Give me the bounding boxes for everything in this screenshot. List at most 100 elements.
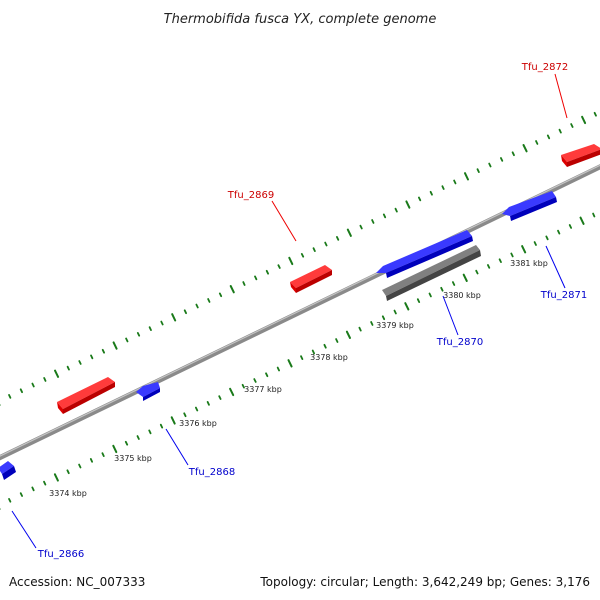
upper-tick-mark — [19, 388, 24, 394]
gene-block-tfu-2872[interactable] — [561, 144, 600, 167]
upper-tick-mark — [54, 369, 60, 378]
upper-tick-mark — [265, 269, 270, 275]
lower-tick-mark — [381, 315, 386, 321]
gene-block-tfu-2869[interactable] — [290, 265, 332, 293]
gene-label-tfu-2869[interactable]: Tfu_2869 — [227, 190, 274, 201]
lower-tick-mark — [78, 463, 82, 469]
upper-tick-mark — [171, 313, 177, 322]
upper-tick-mark — [148, 326, 152, 332]
upper-tick-mark — [476, 168, 480, 174]
lower-tick-mark — [533, 241, 537, 246]
upper-tick-mark — [229, 285, 235, 294]
upper-tick-mark — [195, 303, 199, 309]
upper-tick-mark — [417, 196, 422, 202]
lower-tick-mark — [183, 412, 187, 418]
lower-tick-mark — [358, 326, 362, 332]
upper-tick-mark — [359, 224, 363, 230]
upper-tick-mark — [101, 348, 105, 354]
lower-tick-mark — [545, 235, 549, 241]
lower-tick-track — [0, 212, 596, 510]
upper-tick-mark — [66, 365, 70, 371]
upper-tick-mark — [207, 298, 211, 303]
lower-tick-mark — [416, 298, 421, 304]
lower-tick-mark — [253, 378, 257, 383]
upper-tick-mark — [488, 162, 492, 168]
gene-block-tfu-2871[interactable] — [502, 191, 557, 221]
upper-tick-mark — [112, 341, 118, 350]
upper-tick-mark — [499, 157, 504, 162]
upper-tick-mark — [136, 331, 141, 337]
lower-tick-mark — [136, 435, 140, 440]
upper-tick-mark — [511, 151, 515, 157]
lower-tick-mark — [124, 440, 129, 446]
upper-tick-mark — [300, 252, 305, 258]
lower-tick-mark — [462, 273, 468, 282]
gene-label-tfu-2868[interactable]: Tfu_2868 — [188, 467, 235, 478]
lower-tick-mark — [265, 372, 269, 378]
lower-tick-mark — [579, 216, 585, 225]
lower-tick-mark — [510, 252, 514, 258]
lower-tick-mark — [218, 395, 222, 400]
lower-tick-mark — [276, 366, 281, 372]
lower-tick-mark — [148, 429, 152, 435]
gene-label-tfu-2870[interactable]: Tfu_2870 — [436, 337, 483, 348]
lower-tick-mark — [287, 359, 293, 368]
upper-tick-mark — [78, 360, 82, 365]
scale-label-3378: 3378 kbp — [310, 353, 348, 362]
upper-tick-mark — [183, 309, 188, 315]
upper-tick-mark — [593, 111, 597, 117]
upper-tick-mark — [324, 241, 328, 247]
gene-label-tfu-2866[interactable]: Tfu_2866 — [37, 549, 84, 560]
scale-label-3381: 3381 kbp — [510, 259, 548, 268]
scale-label-3380: 3380 kbp — [443, 291, 481, 300]
upper-tick-mark — [522, 144, 528, 153]
lower-tick-mark — [451, 281, 456, 286]
scale-label-3377: 3377 kbp — [244, 385, 282, 394]
upper-tick-mark — [558, 128, 562, 134]
gene-label-tfu-2872[interactable]: Tfu_2872 — [521, 62, 568, 73]
lower-tick-mark — [170, 416, 176, 425]
gene-block-tfu-2868[interactable] — [136, 382, 160, 401]
lower-tick-mark — [498, 258, 502, 264]
upper-tick-mark — [394, 207, 398, 213]
tfu-2868-leader — [165, 428, 189, 466]
lower-tick-mark — [393, 309, 397, 315]
lower-tick-mark — [66, 469, 70, 475]
upper-tick-mark — [429, 190, 433, 196]
genome-summary-label: Topology: circular; Length: 3,642,249 bp… — [259, 575, 590, 589]
scale-label-3379: 3379 kbp — [376, 321, 414, 330]
upper-tick-mark — [335, 235, 340, 241]
upper-tick-mark — [218, 292, 223, 298]
lower-tick-mark — [440, 286, 444, 292]
lower-tick-mark — [31, 486, 35, 492]
lower-tick-mark — [335, 338, 339, 343]
lower-tick-mark — [521, 245, 527, 254]
upper-tick-mark — [546, 134, 551, 140]
upper-tick-mark — [242, 281, 246, 286]
lower-tick-mark — [568, 224, 572, 229]
gene-label-tfu-2871[interactable]: Tfu_2871 — [540, 290, 587, 301]
lower-tick-mark — [112, 444, 118, 454]
upper-tick-mark — [535, 140, 539, 145]
gene-block-tfu-2870[interactable] — [376, 230, 473, 278]
upper-tick-mark — [371, 219, 375, 224]
gene-block-tfu-2866[interactable] — [0, 461, 16, 480]
lower-tick-mark — [323, 343, 327, 349]
tfu-2866-leader — [11, 510, 37, 549]
accession-label: Accession: NC_007333 — [9, 575, 145, 589]
lower-tick-mark — [557, 229, 561, 235]
upper-tick-mark — [346, 228, 352, 237]
gene-block-forward-1[interactable] — [57, 377, 115, 414]
lower-tick-mark — [311, 349, 316, 355]
lower-tick-mark — [475, 269, 479, 275]
lower-tick-mark — [592, 212, 596, 218]
lower-tick-mark — [404, 302, 410, 311]
lower-tick-mark — [43, 480, 47, 486]
tfu-2872-leader — [554, 73, 568, 119]
lower-tick-mark — [300, 355, 304, 361]
lower-tick-mark — [428, 292, 432, 298]
gene-block-pseudo[interactable] — [382, 245, 481, 301]
upper-tick-mark — [570, 123, 574, 128]
tfu-2871-leader — [545, 245, 566, 289]
